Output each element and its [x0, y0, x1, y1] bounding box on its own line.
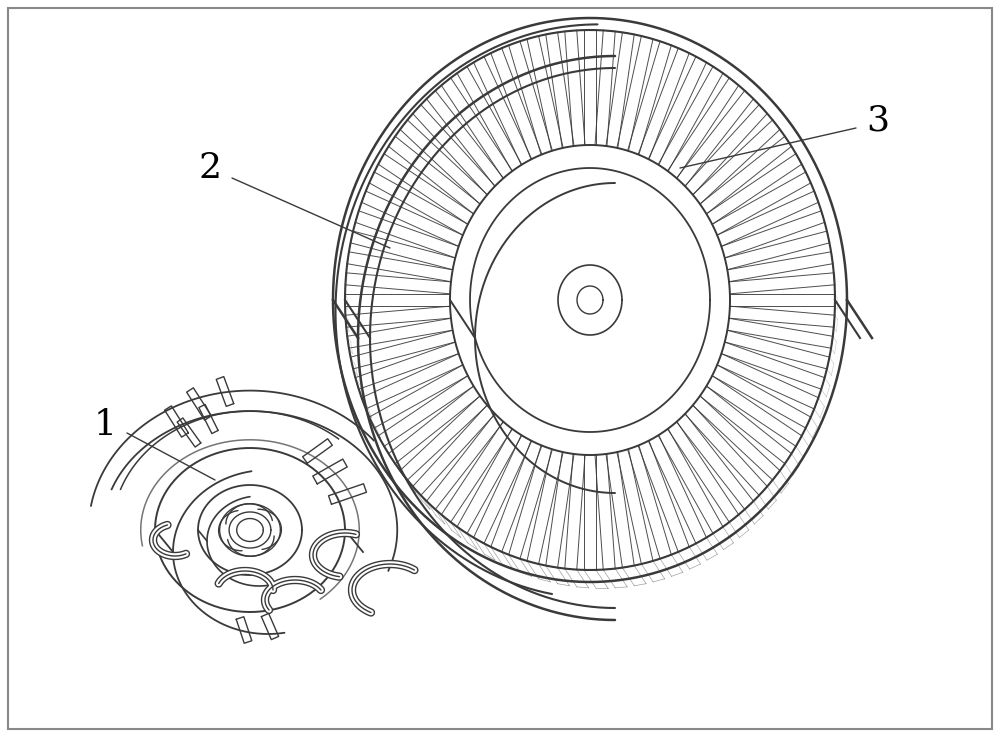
Text: 1: 1 — [94, 408, 116, 442]
Text: 2: 2 — [198, 151, 222, 185]
Text: 3: 3 — [866, 103, 890, 137]
